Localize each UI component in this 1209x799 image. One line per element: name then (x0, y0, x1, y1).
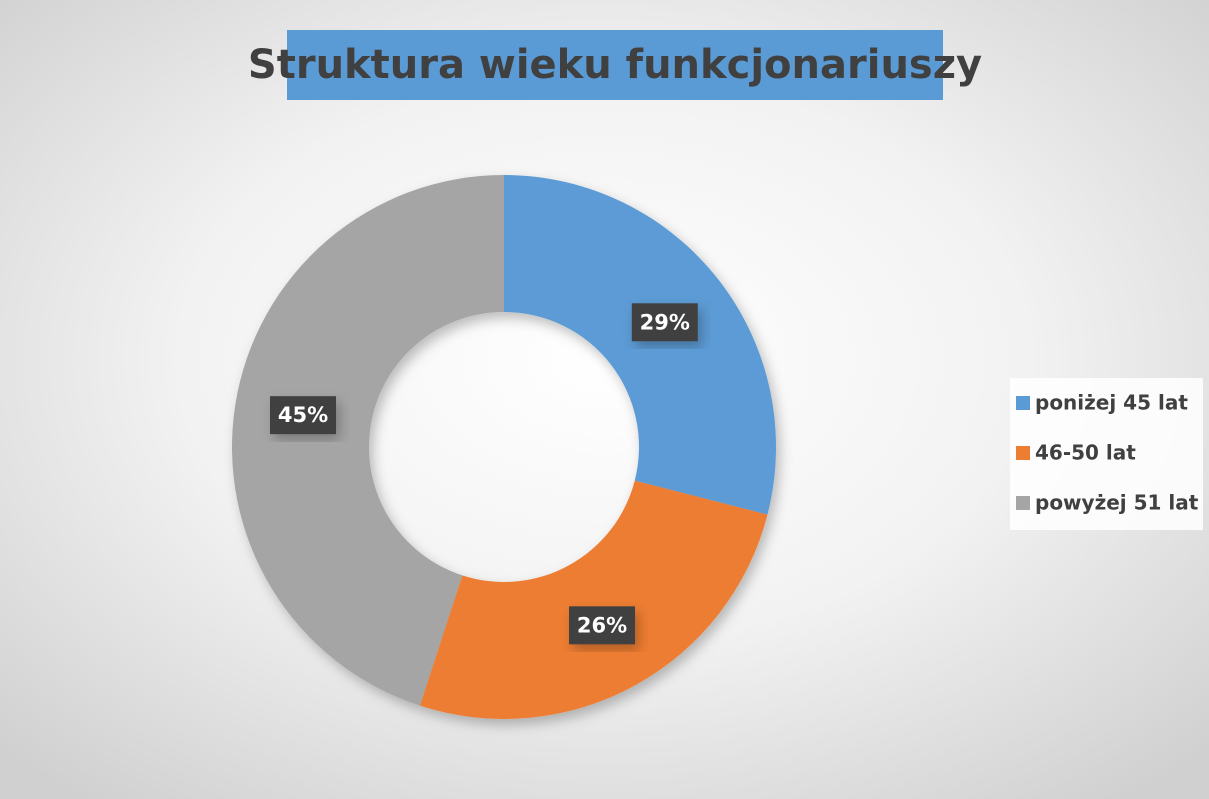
data-label: 26% (577, 613, 627, 637)
legend-swatch (1016, 496, 1030, 510)
donut-slice (504, 175, 776, 515)
title-box (287, 30, 943, 100)
donut (232, 175, 776, 719)
legend-label: powyżej 51 lat (1035, 491, 1199, 515)
donut-slice (232, 175, 504, 706)
legend-label: 46-50 lat (1035, 441, 1136, 465)
data-label-box (631, 303, 698, 342)
legend-swatch (1016, 396, 1030, 410)
legend-label: poniżej 45 lat (1035, 391, 1188, 415)
legend-swatch (1016, 446, 1030, 460)
data-label-box (270, 396, 337, 435)
data-label: 45% (278, 403, 328, 427)
legend-box (1010, 378, 1203, 530)
chart-title: Struktura wieku funkcjonariuszy (248, 42, 982, 88)
data-label-box (569, 606, 636, 645)
data-label: 29% (640, 310, 690, 334)
donut-slice (419, 480, 768, 719)
